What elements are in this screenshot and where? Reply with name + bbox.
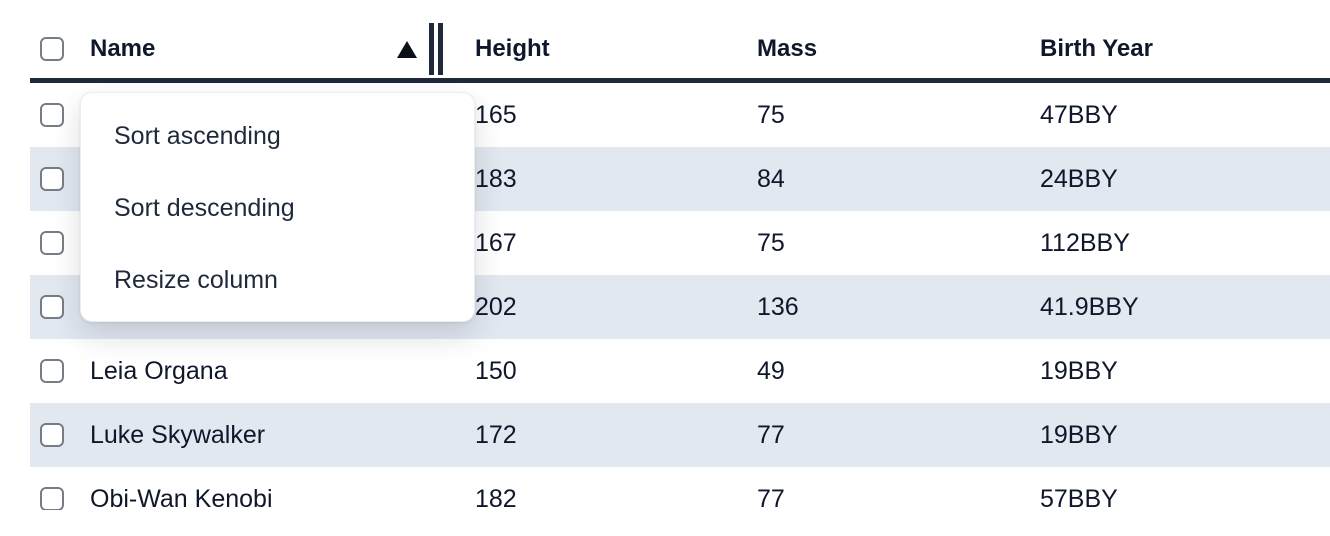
cell-mass: 75 <box>757 228 785 257</box>
row-select-cell <box>30 295 90 319</box>
column-menu: Sort ascending Sort descending Resize co… <box>80 92 475 322</box>
row-select-cell <box>30 487 90 510</box>
cell-height: 202 <box>475 292 517 321</box>
row-select-cell <box>30 231 90 255</box>
column-header-mass[interactable]: Mass <box>757 35 818 62</box>
cell-mass: 75 <box>757 100 785 129</box>
cell-height: 182 <box>475 484 517 511</box>
cell-height: 183 <box>475 164 517 193</box>
cell-mass: 77 <box>757 420 785 449</box>
column-header-height[interactable]: Height <box>475 35 550 62</box>
cell-birth-year: 19BBY <box>1040 356 1118 385</box>
cell-birth-year: 57BBY <box>1040 484 1118 511</box>
column-header-name[interactable]: Name <box>90 23 445 75</box>
select-all-cell <box>30 37 90 61</box>
row-checkbox[interactable] <box>40 423 64 447</box>
cell-name: Leia Organa <box>90 356 228 385</box>
cell-birth-year: 24BBY <box>1040 164 1118 193</box>
row-checkbox[interactable] <box>40 103 64 127</box>
cell-birth-year: 47BBY <box>1040 100 1118 129</box>
cell-mass: 84 <box>757 164 785 193</box>
column-resize-handle-icon[interactable] <box>429 23 443 75</box>
table-row: Leia Organa 150 49 19BBY <box>30 339 1330 403</box>
cell-birth-year: 19BBY <box>1040 420 1118 449</box>
row-select-cell <box>30 167 90 191</box>
menu-item-sort-descending[interactable]: Sort descending <box>114 193 295 222</box>
cell-mass: 49 <box>757 356 785 385</box>
row-checkbox[interactable] <box>40 295 64 319</box>
menu-item-resize-column[interactable]: Resize column <box>114 265 278 294</box>
table-row: Luke Skywalker 172 77 19BBY <box>30 403 1330 467</box>
row-checkbox[interactable] <box>40 487 64 510</box>
row-select-cell <box>30 359 90 383</box>
row-checkbox[interactable] <box>40 359 64 383</box>
sort-ascending-icon <box>397 40 417 58</box>
cell-height: 167 <box>475 228 517 257</box>
cell-birth-year: 112BBY <box>1040 228 1130 257</box>
menu-item-sort-ascending[interactable]: Sort ascending <box>114 121 281 150</box>
cell-mass: 136 <box>757 292 799 321</box>
cell-name: Luke Skywalker <box>90 420 266 449</box>
row-select-cell <box>30 423 90 447</box>
cell-height: 165 <box>475 100 517 129</box>
row-checkbox[interactable] <box>40 167 64 191</box>
table-row: Obi-Wan Kenobi 182 77 57BBY <box>30 467 1330 510</box>
cell-height: 150 <box>475 356 517 385</box>
cell-height: 172 <box>475 420 517 449</box>
cell-mass: 77 <box>757 484 785 511</box>
select-all-checkbox[interactable] <box>40 37 64 61</box>
cell-name: Obi-Wan Kenobi <box>90 484 273 511</box>
column-header-birth-year[interactable]: Birth Year <box>1040 35 1153 62</box>
row-checkbox[interactable] <box>40 231 64 255</box>
cell-birth-year: 41.9BBY <box>1040 292 1139 321</box>
column-header-name-label: Name <box>90 35 156 62</box>
row-select-cell <box>30 103 90 127</box>
table-header-row: Name Height Mass Birth Year <box>30 20 1330 83</box>
